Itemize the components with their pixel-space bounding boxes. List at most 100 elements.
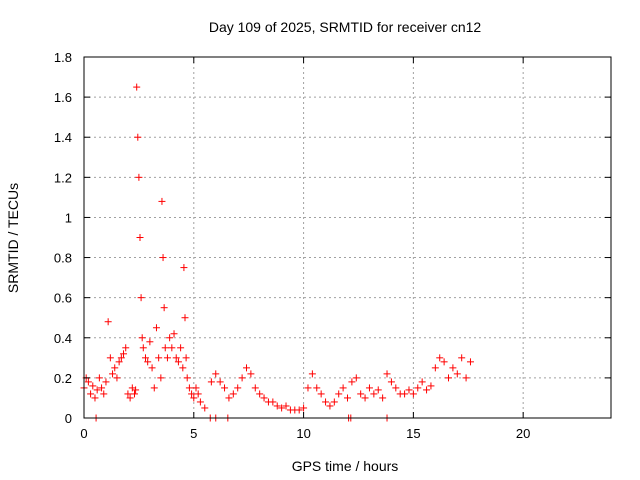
data-point (449, 364, 457, 372)
data-point (122, 344, 130, 352)
data-point (201, 404, 209, 412)
data-points (80, 83, 474, 422)
data-point (234, 384, 242, 392)
data-point (181, 314, 189, 322)
data-point (104, 318, 112, 326)
data-point (150, 384, 158, 392)
data-point (137, 294, 145, 302)
y-tick-label: 0.2 (54, 371, 72, 386)
data-point (133, 83, 141, 91)
y-tick-label: 0.6 (54, 291, 72, 306)
data-point (148, 364, 156, 372)
data-point (159, 254, 167, 262)
data-point (192, 384, 200, 392)
data-point (136, 234, 144, 241)
data-point (304, 384, 312, 392)
data-point (117, 354, 125, 362)
x-tick-label: 0 (80, 426, 87, 441)
data-point (269, 398, 277, 406)
data-point (317, 390, 325, 398)
data-point (102, 378, 110, 386)
data-point (120, 350, 128, 358)
data-point (163, 354, 171, 362)
data-point (190, 394, 198, 402)
data-point (361, 394, 369, 402)
data-point (161, 344, 169, 352)
data-point (93, 386, 101, 394)
data-point (95, 374, 103, 382)
y-tick-label: 0.8 (54, 251, 72, 266)
data-point (225, 394, 233, 402)
data-point (157, 374, 165, 382)
data-point (357, 390, 365, 398)
grid (84, 57, 611, 418)
x-tick-label: 20 (516, 426, 530, 441)
data-point (91, 394, 99, 402)
data-point (370, 390, 378, 398)
data-point (414, 384, 422, 392)
data-point (98, 384, 106, 392)
y-tick-label: 0.4 (54, 331, 72, 346)
data-point (207, 378, 215, 386)
data-point (146, 338, 154, 346)
data-point (300, 404, 308, 412)
tick-labels: 0 5 10 15 20 0 0.2 0.4 0.6 0.8 1 1.2 1.4 1.6 1.8 (54, 50, 530, 441)
data-point (431, 364, 439, 372)
data-point (170, 330, 178, 338)
data-point (427, 382, 435, 390)
x-tick-label: 5 (190, 426, 197, 441)
data-point (326, 402, 334, 410)
data-point (278, 404, 286, 412)
data-point (113, 374, 121, 382)
y-axis-label: SRMTID / TECUs (5, 183, 21, 293)
data-point (84, 378, 92, 386)
data-point (352, 374, 360, 382)
data-point (172, 354, 180, 362)
data-point (196, 398, 204, 406)
data-point (109, 370, 117, 378)
data-point (152, 324, 160, 332)
data-point (144, 358, 152, 366)
data-point (339, 384, 347, 392)
y-tick-label: 1 (65, 210, 72, 225)
chart-title: Day 109 of 2025, SRMTID for receiver cn1… (209, 19, 482, 35)
data-point (221, 384, 229, 392)
data-point (418, 378, 426, 386)
data-point (379, 394, 387, 402)
data-point (87, 390, 95, 398)
data-point (182, 354, 190, 362)
data-point (229, 390, 237, 398)
data-point (131, 390, 139, 398)
data-point (106, 354, 114, 362)
data-point (344, 394, 351, 402)
data-point (89, 382, 97, 390)
data-point (365, 384, 373, 392)
data-point (256, 390, 264, 398)
data-point (115, 358, 123, 366)
y-tick-label: 1.4 (54, 130, 72, 145)
data-point (242, 364, 250, 372)
data-point (282, 402, 290, 410)
data-point (194, 390, 202, 398)
data-point (174, 358, 182, 366)
data-point (466, 358, 474, 366)
data-point (453, 370, 461, 378)
y-tick-label: 1.2 (54, 170, 72, 185)
x-tick-label: 15 (406, 426, 420, 441)
data-point (238, 374, 246, 382)
data-point (158, 197, 166, 205)
data-point (179, 364, 187, 372)
data-point (132, 386, 140, 394)
data-point (348, 378, 356, 386)
data-point (160, 304, 168, 312)
data-point (401, 390, 409, 398)
plot-frame (83, 56, 612, 419)
data-point (251, 384, 259, 392)
data-point (212, 370, 220, 378)
data-point (260, 394, 268, 402)
data-point (141, 354, 149, 362)
data-point (183, 374, 191, 382)
data-point (330, 398, 338, 406)
